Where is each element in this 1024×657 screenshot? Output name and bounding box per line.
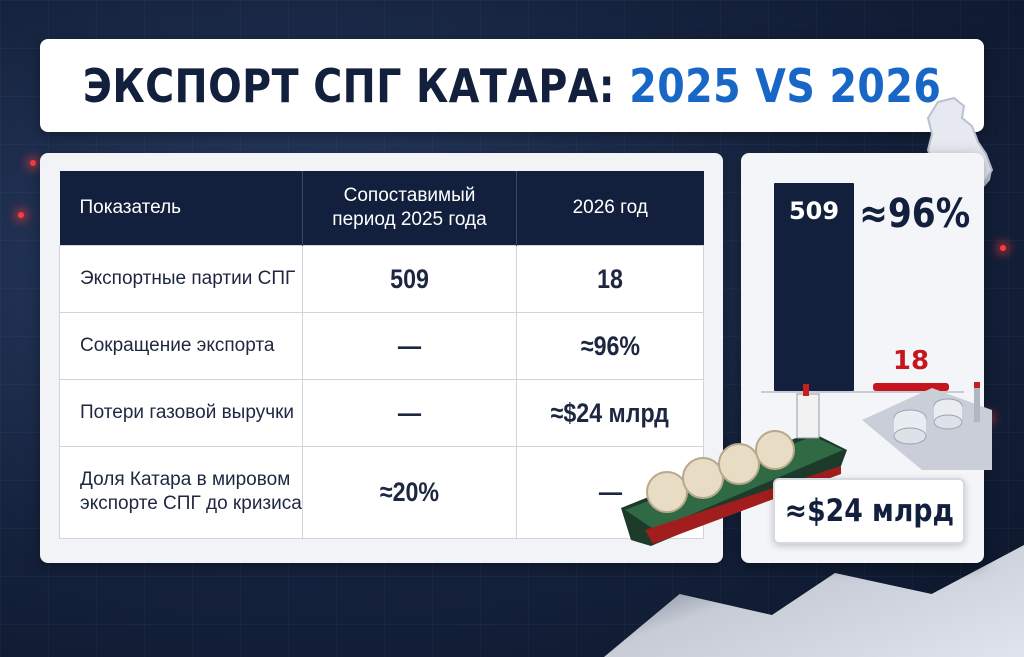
header-2025: Сопоставимый период 2025 года	[302, 171, 517, 245]
header-indicator: Показатель	[59, 171, 303, 245]
reduction-annotation: ≈96%	[859, 191, 971, 237]
lng-plant-icon	[862, 382, 992, 470]
glow-dot	[18, 212, 24, 218]
value-2025: —	[302, 311, 517, 380]
row-label: Доля Катара в мировом экспорте СПГ до кр…	[59, 445, 303, 539]
revenue-loss-value: ≈$24 млрд	[784, 493, 954, 529]
glow-dot	[30, 160, 36, 166]
title-main: ЭКСПОРТ СПГ КАТАРА:	[82, 58, 615, 113]
table-header-row: Показатель Сопоставимый период 2025 года…	[59, 171, 704, 245]
value-2026: ≈$24 млрд	[516, 378, 704, 447]
table-row: Сокращение экспорта — ≈96%	[59, 311, 704, 380]
title-years: 2025 VS 2026	[629, 58, 942, 113]
row-label: Потери газовой выручки	[59, 378, 303, 447]
glow-dot	[1000, 245, 1006, 251]
value-2025: 509	[302, 244, 517, 313]
value-2026: ≈96%	[516, 311, 704, 380]
header-2026: 2026 год	[516, 171, 704, 245]
table-row: Доля Катара в мировом экспорте СПГ до кр…	[59, 445, 704, 539]
table-row: Экспортные партии СПГ 509 18	[59, 244, 704, 313]
row-label: Экспортные партии СПГ	[59, 244, 303, 313]
table-row: Потери газовой выручки — ≈$24 млрд	[59, 378, 704, 447]
value-2025: —	[302, 378, 517, 447]
value-2025: ≈20%	[302, 445, 517, 539]
bar-value-label-0: 509	[789, 197, 839, 225]
bar-0	[774, 183, 854, 391]
bar-value-label-1: 18	[893, 346, 929, 376]
row-label: Сокращение экспорта	[59, 311, 303, 380]
revenue-loss-badge: ≈$24 млрд	[773, 478, 965, 544]
value-2026: 18	[516, 244, 704, 313]
comparison-table: Показатель Сопоставимый период 2025 года…	[59, 171, 704, 539]
title-card: ЭКСПОРТ СПГ КАТАРА: 2025 VS 2026	[40, 39, 984, 132]
page-title: ЭКСПОРТ СПГ КАТАРА: 2025 VS 2026	[83, 59, 941, 113]
